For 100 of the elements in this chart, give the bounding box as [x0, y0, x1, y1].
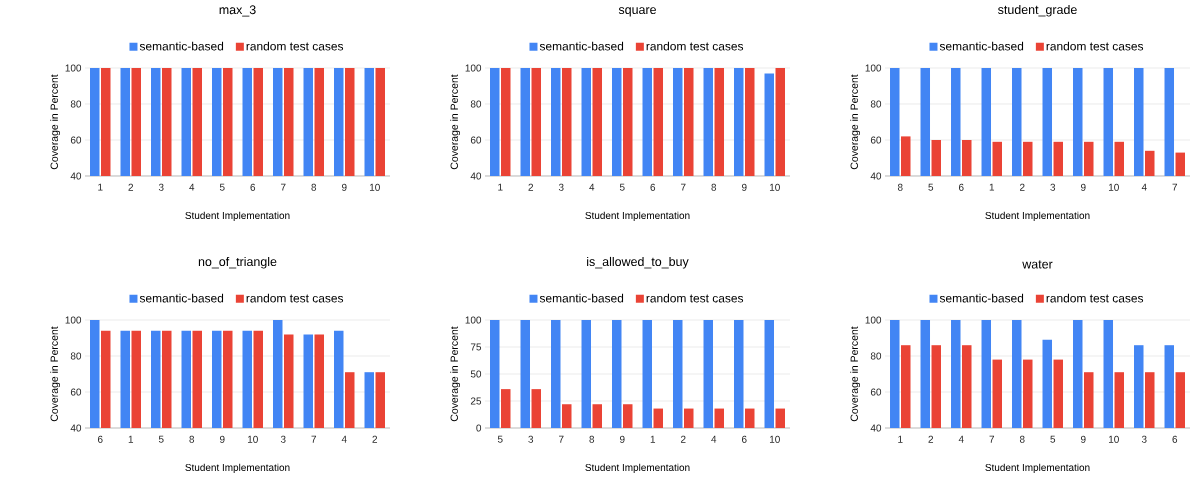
- legend-label: random test cases: [246, 41, 344, 51]
- x-tick-label: 8: [1019, 435, 1025, 443]
- y-axis-title: Coverage in Percent: [850, 74, 861, 170]
- y-tick-label: 40: [70, 172, 82, 180]
- bar: [673, 320, 683, 428]
- x-tick-label: 6: [1172, 435, 1178, 443]
- x-axis-title: Student Implementation: [185, 463, 290, 473]
- chart-title: max_3: [219, 5, 256, 17]
- x-tick-label: 4: [189, 183, 195, 191]
- bar: [551, 320, 561, 428]
- chart-title: is_allowed_to_buy: [587, 256, 689, 269]
- x-tick-label: 9: [1080, 435, 1086, 443]
- legend-label: semantic-based: [139, 41, 224, 51]
- y-tick-label: 0: [476, 424, 482, 432]
- x-tick-label: 7: [989, 435, 995, 443]
- bar: [520, 320, 530, 428]
- y-tick-label: 75: [470, 343, 482, 351]
- y-tick-label: 40: [870, 424, 882, 432]
- x-tick-label: 3: [1050, 183, 1056, 191]
- x-tick-label: 8: [897, 183, 903, 191]
- legend-label: semantic-based: [139, 293, 224, 303]
- x-tick-label: 10: [769, 183, 780, 191]
- y-tick-label: 100: [465, 316, 482, 324]
- x-tick-label: 2: [1019, 183, 1025, 191]
- y-tick-label: 100: [65, 316, 82, 324]
- bar: [703, 320, 713, 428]
- x-axis-title: Student Implementation: [585, 463, 690, 473]
- x-axis-title: Student Implementation: [585, 211, 690, 221]
- x-tick-label: 7: [681, 183, 686, 191]
- x-tick-label: 2: [372, 435, 378, 443]
- x-tick-label: 8: [711, 183, 717, 191]
- x-tick-label: 1: [650, 435, 656, 443]
- y-tick-label: 100: [865, 64, 882, 72]
- x-tick-label: 4: [589, 183, 595, 191]
- x-tick-label: 4: [958, 435, 964, 443]
- bar: [612, 320, 622, 428]
- y-tick-label: 25: [470, 397, 482, 405]
- x-tick-label: 6: [250, 183, 256, 191]
- bar: [734, 320, 744, 428]
- bar: [490, 320, 500, 428]
- chart-title: square: [618, 7, 656, 17]
- bar: [642, 320, 652, 428]
- x-tick-label: 2: [128, 183, 134, 191]
- x-tick-label: 7: [311, 435, 317, 443]
- y-tick-label: 80: [70, 100, 82, 108]
- x-tick-label: 8: [311, 183, 317, 191]
- x-tick-label: 5: [219, 183, 225, 191]
- chart-title: student_grade: [998, 4, 1077, 17]
- legend-label: random test cases: [246, 293, 344, 303]
- x-tick-label: 4: [341, 435, 347, 443]
- x-tick-label: 7: [280, 183, 286, 191]
- y-tick-label: 60: [70, 388, 82, 396]
- y-tick-label: 80: [70, 352, 82, 360]
- x-tick-label: 5: [497, 435, 503, 443]
- x-tick-label: 4: [711, 435, 717, 443]
- y-axis-title: Coverage in Percent: [450, 74, 461, 170]
- x-tick-label: 5: [158, 435, 164, 443]
- y-tick-label: 40: [70, 424, 82, 432]
- x-tick-label: 10: [247, 435, 258, 443]
- x-tick-label: 6: [97, 435, 103, 443]
- chart-title: no_of_triangle: [198, 256, 277, 269]
- y-tick-label: 80: [470, 100, 482, 108]
- y-tick-label: 80: [870, 352, 882, 360]
- y-tick-label: 100: [65, 64, 82, 72]
- x-tick-label: 9: [219, 435, 225, 443]
- x-tick-label: 1: [498, 183, 503, 191]
- y-tick-label: 60: [70, 136, 82, 144]
- x-tick-label: 9: [341, 183, 347, 191]
- legend-label: random test cases: [646, 293, 744, 303]
- x-tick-label: 5: [619, 183, 625, 191]
- chart-title: water: [1022, 260, 1053, 269]
- x-tick-label: 6: [958, 183, 964, 191]
- x-axis-title: Student Implementation: [985, 463, 1090, 473]
- bar: [714, 408, 724, 428]
- x-tick-label: 5: [1050, 435, 1056, 443]
- x-tick-label: 1: [128, 435, 134, 443]
- x-tick-label: 3: [558, 183, 564, 191]
- legend-label: semantic-based: [539, 293, 624, 303]
- y-axis-title: Coverage in Percent: [850, 326, 861, 422]
- x-tick-label: 10: [769, 435, 780, 443]
- bar: [745, 408, 755, 428]
- bar: [684, 408, 694, 428]
- x-tick-label: 10: [1108, 435, 1119, 443]
- x-tick-label: 3: [280, 435, 286, 443]
- x-tick-label: 1: [989, 183, 995, 191]
- x-tick-label: 7: [1172, 183, 1178, 191]
- y-tick-label: 40: [870, 172, 882, 180]
- x-tick-label: 5: [928, 183, 934, 191]
- x-tick-label: 10: [369, 183, 380, 191]
- x-axis-title: Student Implementation: [185, 211, 290, 221]
- bar: [581, 320, 591, 428]
- y-axis-title: Coverage in Percent: [50, 326, 61, 422]
- legend-label: semantic-based: [939, 41, 1024, 51]
- x-tick-label: 2: [680, 435, 686, 443]
- bar: [764, 320, 774, 428]
- y-tick-label: 60: [470, 136, 482, 144]
- x-tick-label: 10: [1108, 183, 1119, 191]
- x-tick-label: 6: [741, 435, 747, 443]
- y-tick-label: 50: [470, 370, 482, 378]
- x-tick-label: 7: [559, 435, 564, 443]
